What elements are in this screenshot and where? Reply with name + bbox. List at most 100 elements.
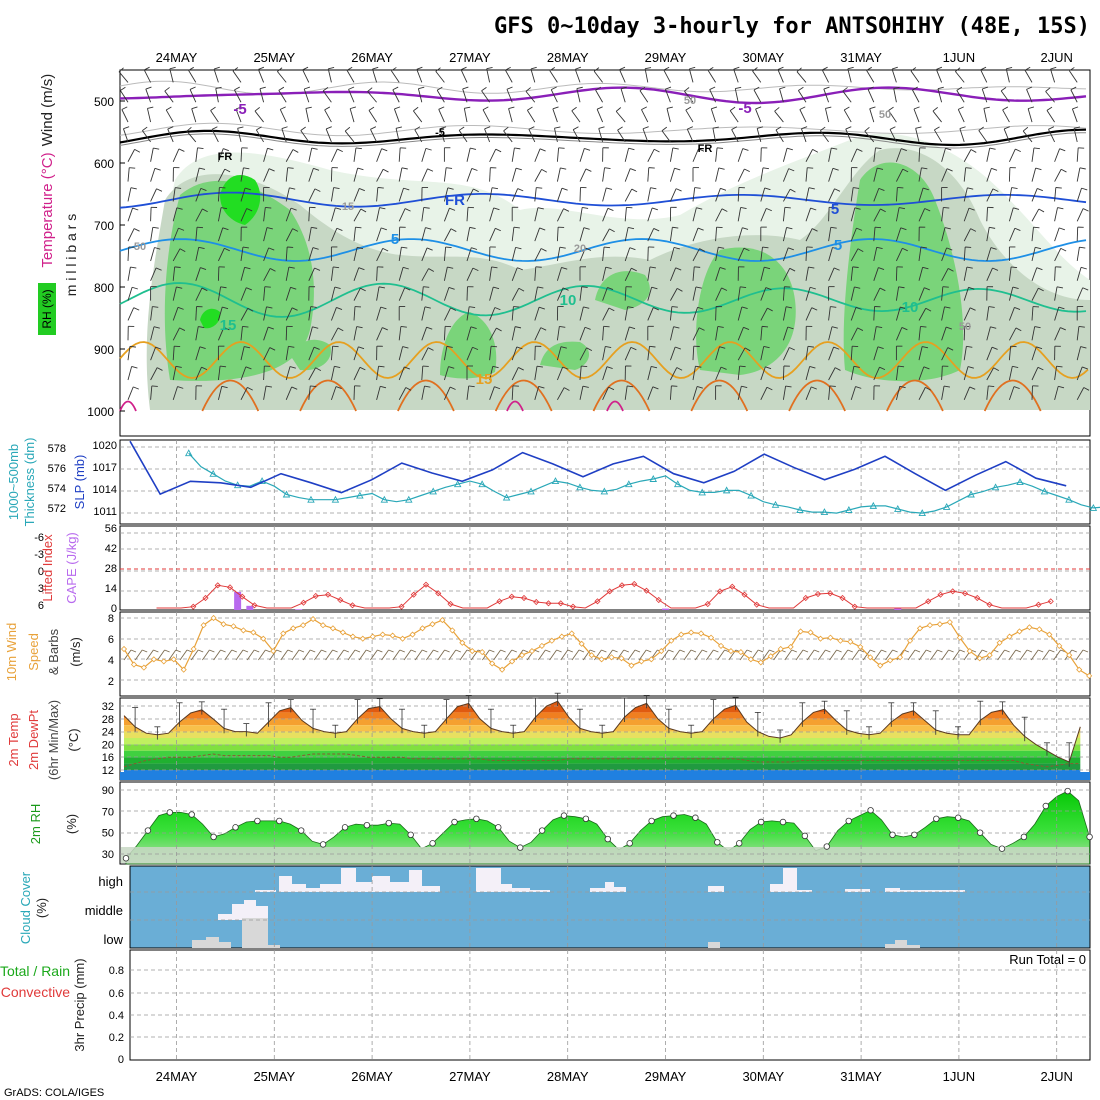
barb-staff: [466, 306, 470, 321]
wind-barb: [805, 366, 816, 381]
barb-flag: [491, 187, 499, 190]
surface-barb-flag: [937, 649, 943, 653]
barb-staff: [670, 288, 678, 301]
barb-staff: [737, 187, 740, 202]
barb-flag: [528, 126, 535, 130]
barb-staff: [421, 227, 426, 242]
wind-barb: [277, 67, 287, 83]
barb-staff: [692, 386, 698, 400]
wind-barb: [372, 66, 379, 83]
surface-barb: [370, 649, 378, 661]
wind-barb: [376, 306, 387, 321]
barb-staff: [189, 89, 197, 103]
li-point: [814, 590, 822, 598]
barb-flag: [598, 126, 605, 129]
li-point: [300, 599, 307, 606]
barb-staff: [715, 326, 719, 341]
wind-barb: [624, 226, 635, 242]
surface-barb-flag: [321, 649, 327, 653]
barb-flag: [247, 386, 253, 391]
wind-barb: [615, 107, 626, 123]
barb-flag: [246, 287, 252, 291]
date-label-bottom: 25MAY: [253, 1069, 295, 1084]
barb-flag: [711, 106, 718, 110]
barb-staff: [710, 108, 717, 123]
barb-flag: [1080, 346, 1087, 349]
barb-staff: [624, 227, 629, 242]
barb-staff: [482, 109, 490, 123]
barb-staff: [579, 327, 586, 341]
cape-frame: [119, 525, 1091, 611]
wind-barb: [511, 287, 525, 301]
slp-frame: [119, 439, 1091, 525]
wind-point: [588, 652, 595, 659]
wind-barb: [755, 106, 762, 123]
temp-contour-25: [886, 379, 944, 412]
wind-barb: [417, 86, 425, 103]
barb-staff: [1054, 227, 1060, 242]
barb-staff: [263, 326, 269, 341]
barb-flag: [698, 327, 705, 331]
wind-barb: [414, 126, 423, 143]
barb-staff: [263, 286, 266, 301]
panel-label: m i l l i b a r s: [63, 214, 79, 296]
barb-flag: [947, 268, 954, 272]
barb-staff: [873, 247, 878, 262]
wind-barb: [511, 226, 520, 242]
high-cloud-bar: [320, 884, 341, 892]
wind-barb: [330, 207, 342, 222]
barb-flag: [537, 286, 544, 289]
barb-flag: [920, 325, 927, 328]
barb-flag: [153, 326, 160, 329]
barb-flag: [527, 106, 533, 111]
barb-staff: [308, 367, 316, 381]
wind-barb: [934, 126, 942, 143]
barb-staff: [195, 287, 203, 301]
wind-barb: [150, 267, 162, 281]
rh-point: [911, 831, 918, 838]
barb-staff: [910, 70, 920, 83]
barb-flag: [469, 306, 476, 309]
rh-tick: 30: [102, 849, 114, 861]
wind-barb: [556, 208, 570, 222]
barb-flag: [766, 386, 773, 391]
wind-point: [618, 655, 625, 662]
wind-barb: [823, 86, 830, 103]
wind-barb: [986, 346, 998, 361]
barb-flag: [1006, 66, 1013, 70]
barb-flag: [458, 126, 465, 131]
barb-flag: [335, 207, 342, 210]
surface-barb: [1053, 649, 1061, 661]
barb-staff: [1054, 248, 1062, 262]
wind-barb: [1076, 187, 1088, 202]
wind-barb: [263, 326, 274, 341]
barb-flag: [232, 67, 239, 72]
barb-flag: [120, 86, 126, 91]
barb-staff: [709, 89, 717, 103]
barb-staff: [398, 147, 401, 162]
barb-flag: [720, 187, 727, 191]
wind-barb: [760, 187, 771, 202]
barb-staff: [263, 207, 266, 222]
barb-flag: [809, 366, 816, 369]
wind-barb: [421, 147, 432, 162]
barb-staff: [172, 327, 180, 341]
barb-staff: [550, 89, 558, 103]
barb-staff: [619, 69, 626, 83]
wind-barb: [1076, 366, 1088, 381]
barb-flag: [718, 246, 725, 249]
barb-flag: [585, 168, 592, 172]
barb-staff: [828, 188, 835, 202]
barb-flag: [561, 266, 568, 270]
date-label-bottom: 2JUN: [1040, 1069, 1073, 1084]
barb-staff: [1054, 327, 1061, 341]
li-point: [655, 596, 662, 604]
low-cloud-bar: [219, 942, 231, 948]
barb-flag: [910, 67, 917, 72]
wind-barb: [421, 365, 429, 381]
wind-barb: [466, 206, 474, 222]
barb-staff: [963, 287, 969, 301]
barb-staff: [963, 149, 972, 162]
